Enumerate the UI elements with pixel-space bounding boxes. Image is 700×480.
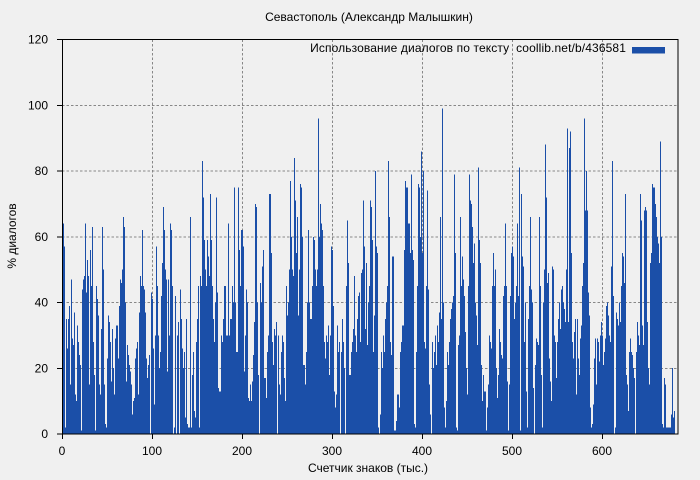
svg-text:Севастополь (Александр Малышки: Севастополь (Александр Малышкин): [265, 10, 473, 24]
svg-text:100: 100: [28, 98, 48, 112]
svg-text:300: 300: [322, 444, 342, 458]
svg-text:600: 600: [592, 444, 612, 458]
svg-text:400: 400: [412, 444, 432, 458]
svg-text:120: 120: [28, 33, 48, 47]
svg-text:60: 60: [35, 230, 49, 244]
svg-text:Счетчик знаков (тыс.): Счетчик знаков (тыс.): [308, 461, 428, 475]
svg-text:100: 100: [142, 444, 162, 458]
svg-text:40: 40: [35, 296, 49, 310]
svg-text:% диалогов: % диалогов: [5, 203, 19, 268]
svg-text:200: 200: [232, 444, 252, 458]
svg-text:0: 0: [41, 427, 48, 441]
svg-text:20: 20: [35, 361, 49, 375]
svg-text:80: 80: [35, 164, 49, 178]
svg-text:500: 500: [502, 444, 522, 458]
svg-text:Использование диалогов по текс: Использование диалогов по тексту coollib…: [310, 41, 626, 55]
svg-text:0: 0: [59, 444, 66, 458]
